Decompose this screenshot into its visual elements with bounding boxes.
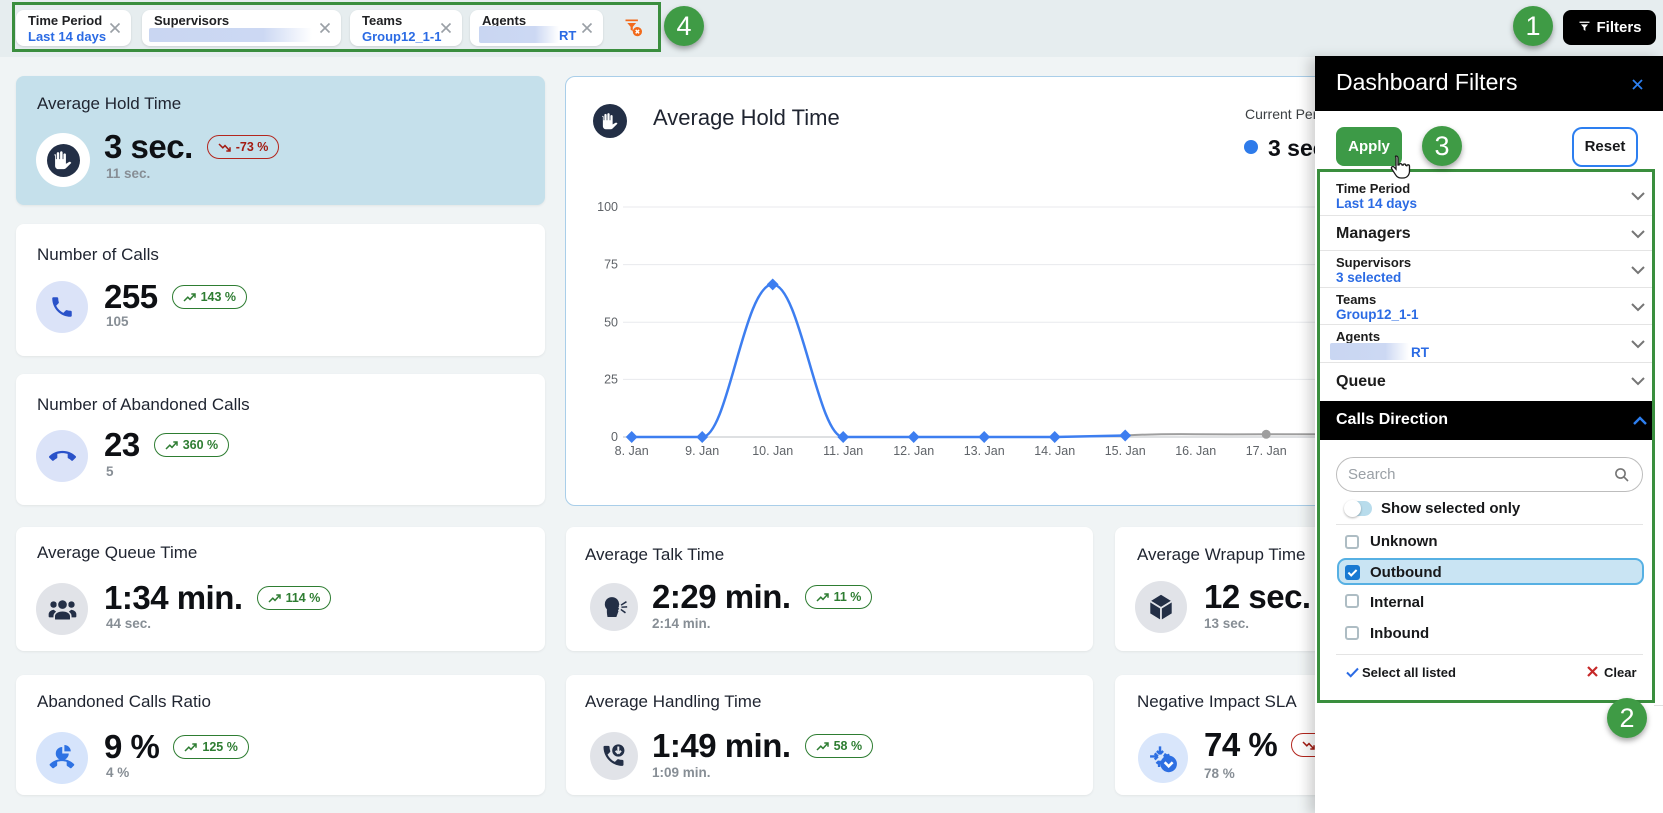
svg-text:75: 75	[604, 258, 618, 272]
svg-text:17. Jan: 17. Jan	[1246, 444, 1287, 458]
svg-text:13. Jan: 13. Jan	[964, 444, 1005, 458]
svg-text:15. Jan: 15. Jan	[1105, 444, 1146, 458]
svg-text:25: 25	[604, 372, 618, 386]
svg-text:12. Jan: 12. Jan	[893, 444, 934, 458]
svg-text:14. Jan: 14. Jan	[1034, 444, 1075, 458]
svg-text:10. Jan: 10. Jan	[752, 444, 793, 458]
svg-text:0: 0	[611, 430, 618, 444]
svg-text:100: 100	[597, 200, 618, 214]
svg-text:16. Jan: 16. Jan	[1175, 444, 1216, 458]
svg-text:50: 50	[604, 315, 618, 329]
svg-text:9. Jan: 9. Jan	[685, 444, 719, 458]
svg-text:8. Jan: 8. Jan	[615, 444, 649, 458]
svg-text:11. Jan: 11. Jan	[823, 444, 863, 458]
